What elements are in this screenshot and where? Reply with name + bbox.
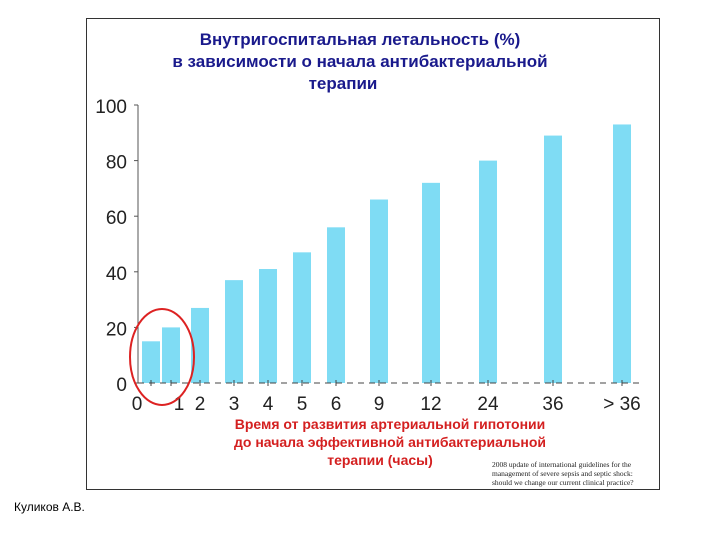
bar xyxy=(370,199,388,383)
chart-title-line-3: терапии xyxy=(308,74,378,93)
bar xyxy=(293,252,311,383)
bar xyxy=(191,307,209,383)
bar xyxy=(225,280,243,383)
bar xyxy=(142,341,160,383)
x-axis-label-line-2: до начала эффективной антибактериальной xyxy=(234,434,546,450)
y-tick-label: 60 xyxy=(106,208,127,229)
bar xyxy=(479,160,497,383)
y-tick-label: 40 xyxy=(106,264,127,285)
x-tick-label: 36 xyxy=(542,394,563,415)
bar xyxy=(544,135,562,383)
x-axis-label-line-3: терапии (часы) xyxy=(327,452,433,468)
highlight-ellipse xyxy=(129,308,195,406)
y-tick-label: 20 xyxy=(106,319,127,340)
x-tick-label: 12 xyxy=(420,394,441,415)
x-axis-label-line-1: Время от развития артериальной гипотонии xyxy=(234,416,546,432)
y-tick-label: 100 xyxy=(95,97,127,118)
bar xyxy=(327,227,345,383)
chart-title-line-1: Внутригоспитальная летальность (%) xyxy=(199,30,521,49)
x-tick-label: 2 xyxy=(195,394,206,415)
bar xyxy=(613,124,631,384)
y-tick-label: 80 xyxy=(106,153,127,174)
x-tick-label: 0 xyxy=(132,394,143,415)
bar xyxy=(422,182,440,383)
chart-title-line-2: в зависимости о начала антибактериальной xyxy=(172,52,548,71)
x-tick-label: 5 xyxy=(297,394,308,415)
y-tick-label: 0 xyxy=(116,375,127,396)
source-citation: 2008 update of international guidelines … xyxy=(492,460,634,487)
bar xyxy=(162,327,180,383)
x-tick-label: 1 xyxy=(174,394,185,415)
x-tick-label: 4 xyxy=(263,394,274,415)
author-label: Куликов А.В. xyxy=(14,500,85,514)
bar xyxy=(259,269,277,383)
x-tick-label: 3 xyxy=(229,394,240,415)
x-tick-label: 6 xyxy=(331,394,342,415)
x-tick-label: 24 xyxy=(477,394,499,415)
x-tick-label: > 36 xyxy=(603,394,641,415)
x-tick-label: 9 xyxy=(374,394,385,415)
